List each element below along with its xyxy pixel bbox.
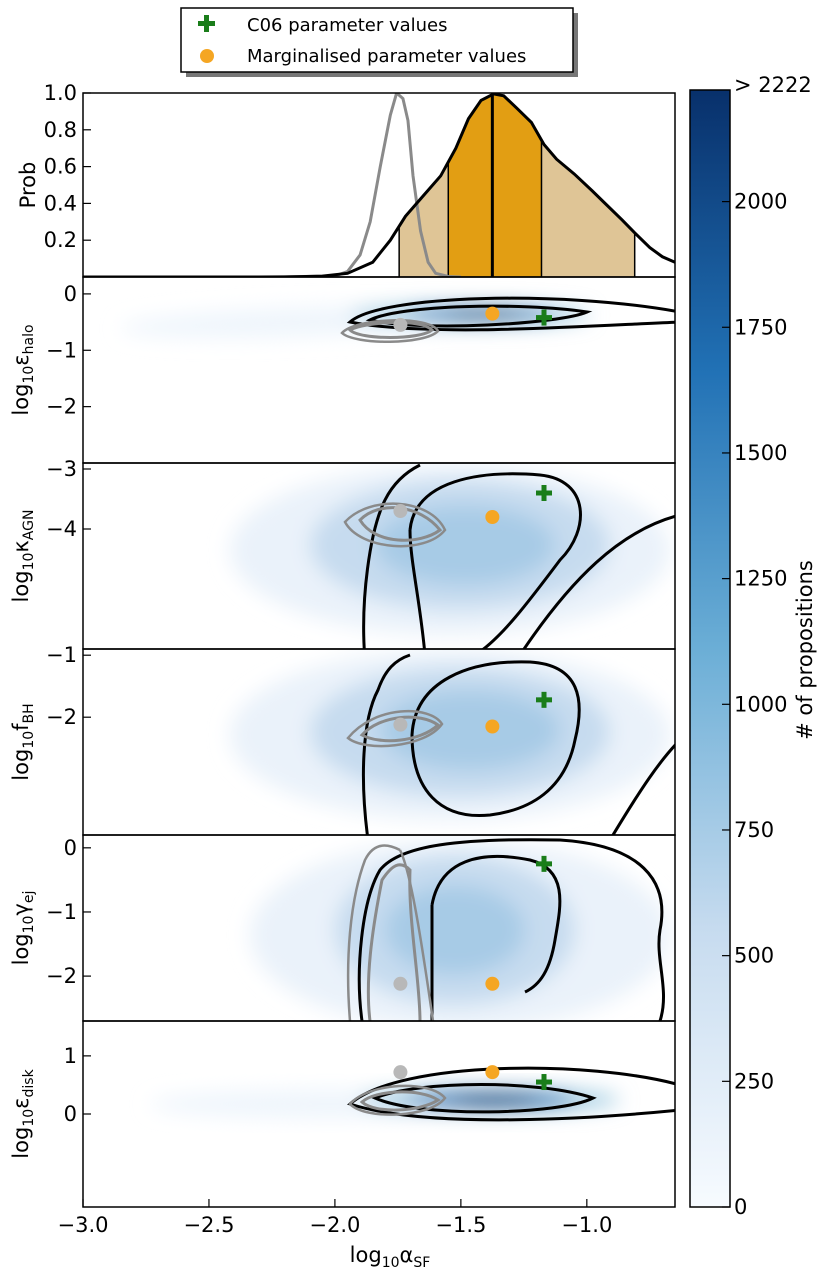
colorbar-label: # of propositions <box>793 560 817 740</box>
panel-y-tick-label: −1 <box>46 900 77 924</box>
marginalised-point-kappa-agn <box>485 510 500 524</box>
panel-ylabel-gamma-ej: log10γej <box>9 891 37 966</box>
marginalised-point-f-bh <box>485 719 500 734</box>
joint-y-ticks: 0 −1 −2 log10εhalo −3 −4 log10κAGN −1 −2 log10fBH… <box>9 282 91 1159</box>
panel-y-tick-label: 0 <box>64 836 77 860</box>
colorbar-tick-label: 0 <box>734 1195 747 1219</box>
c06-grey-point-eps-disk <box>393 1065 408 1080</box>
c06-grey-point-eps-halo <box>393 317 408 332</box>
panel-y-tick-label: −4 <box>46 517 77 541</box>
contours-kappa-agn <box>343 463 675 649</box>
contours-f-bh <box>346 653 675 835</box>
panel-kappa-agn <box>230 463 675 649</box>
marginalised-point-eps-disk <box>485 1065 500 1080</box>
c06-grey-point-f-bh <box>393 717 408 732</box>
top-y-tick-label: 1.0 <box>44 81 77 105</box>
colorbar-gradient <box>689 89 731 1208</box>
marginalised-point-gamma-ej <box>485 976 500 991</box>
colorbar-tick-label: 1000 <box>734 692 787 716</box>
colorbar-max-label: > 2222 <box>734 73 812 97</box>
x-tick-label: −3.0 <box>58 1213 109 1237</box>
top-marginal-panel: 0.2 0.4 0.6 0.8 1.0 Prob <box>16 81 675 277</box>
c06-posterior-curve <box>259 93 461 277</box>
x-tick-label: −1.0 <box>561 1213 612 1237</box>
marginalised-posterior-curve <box>83 93 675 277</box>
panel-y-tick-label: 1 <box>64 1044 77 1068</box>
colorbar-tick-label: 250 <box>734 1069 774 1093</box>
panel-y-tick-label: −1 <box>46 338 77 362</box>
colorbar-tick-label: 1750 <box>734 315 787 339</box>
density-kappa-agn <box>230 465 670 635</box>
colorbar-tick-label: 750 <box>734 818 774 842</box>
panel-ylabel-f-bh: log10fBH <box>9 703 37 780</box>
contours-eps-disk <box>347 1066 675 1122</box>
credible-68-band <box>448 93 542 277</box>
x-tick-label: −2.0 <box>309 1213 360 1237</box>
c06-point-eps-disk <box>536 1074 553 1091</box>
c06-grey-point-gamma-ej <box>393 976 408 991</box>
credible-interval-lines <box>398 94 636 277</box>
legend-marginalised-marker <box>200 49 214 63</box>
panel-frame <box>82 276 676 464</box>
x-axis-ticks: −3.0 −2.5 −2.0 −1.5 −1.0 <box>58 1199 612 1237</box>
top-y-tick-label: 0.6 <box>44 155 77 179</box>
panel-frame <box>82 1020 676 1208</box>
panel-y-tick-label: −2 <box>46 395 77 419</box>
legend-c06-marker <box>198 15 215 32</box>
panel-y-tick-label: −1 <box>46 643 77 667</box>
panel-y-tick-label: −2 <box>46 964 77 988</box>
legend: C06 parameter values Marginalised parame… <box>180 7 578 77</box>
panel-ylabel-eps-disk: log10εdisk <box>9 1068 37 1158</box>
joint-markers <box>393 306 553 1091</box>
panel-ylabel-kappa-agn: log10κAGN <box>9 510 37 603</box>
x-axis-label: log10αSF <box>350 1243 431 1271</box>
panel-ylabel-eps-halo: log10εhalo <box>9 324 37 415</box>
density-gamma-ej <box>250 840 670 1021</box>
panel-eps-halo <box>120 296 675 343</box>
panel-y-tick-label: −2 <box>46 705 77 729</box>
x-tick-label: −2.5 <box>183 1213 234 1237</box>
colorbar-tick-label: 2000 <box>734 190 787 214</box>
colorbar-tick-label: 500 <box>734 944 774 968</box>
c06-grey-point-kappa-agn <box>393 504 408 518</box>
top-y-tick-label: 0.8 <box>44 118 77 142</box>
panel-y-tick-label: 0 <box>64 282 77 306</box>
colorbar-ticks: 0 250 500 750 1000 1250 1500 1750 2000 <box>722 190 787 1219</box>
colorbar-tick-label: 1250 <box>734 567 787 591</box>
legend-marginalised-label: Marginalised parameter values <box>247 46 526 67</box>
top-ylabel: Prob <box>16 162 40 209</box>
top-y-tick-label: 0.2 <box>44 228 77 252</box>
top-y-ticks: 0.2 0.4 0.6 0.8 1.0 <box>44 81 91 252</box>
panel-frames <box>82 92 676 1208</box>
panel-f-bh <box>230 650 675 835</box>
panel-y-tick-label: 0 <box>64 1102 77 1126</box>
legend-c06-label: C06 parameter values <box>247 15 448 36</box>
panel-gamma-ej <box>250 838 670 1021</box>
panel-eps-disk <box>150 1066 675 1122</box>
c06-point-kappa-agn <box>536 485 553 501</box>
colorbar-tick-label: 1500 <box>734 441 787 465</box>
colorbar: 0 250 500 750 1000 1250 1500 1750 2000 > 2222 # … <box>689 73 817 1219</box>
c06-point-f-bh <box>536 691 553 708</box>
c06-point-gamma-ej <box>536 855 553 872</box>
panel-y-tick-label: −3 <box>46 457 77 481</box>
top-y-tick-label: 0.4 <box>44 191 77 215</box>
marginalised-point-eps-halo <box>485 306 500 321</box>
legend-box <box>180 7 574 73</box>
c06-point-eps-halo <box>536 309 553 326</box>
x-tick-label: −1.5 <box>435 1213 486 1237</box>
contours-eps-halo <box>340 296 675 343</box>
contours-gamma-ej <box>346 838 665 1021</box>
